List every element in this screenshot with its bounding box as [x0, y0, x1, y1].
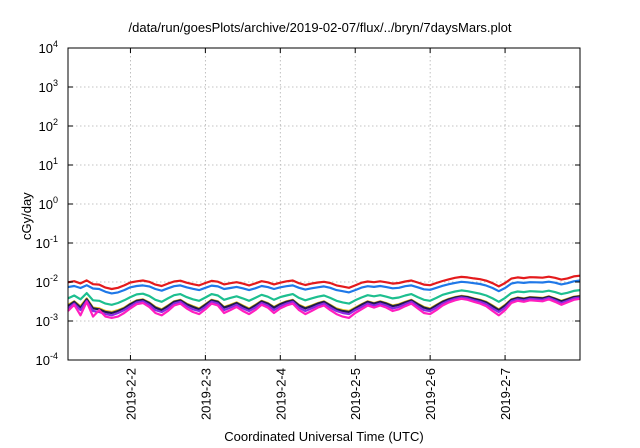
axes: 10-4 10-3 10-2 10-1 100 101 102 103 104 2019-2-2 2…	[36, 39, 580, 420]
series-line-6	[67, 296, 581, 317]
y-tick-label: 100	[39, 195, 58, 212]
series-line-1	[67, 274, 581, 291]
x-tick-label: 2019-2-2	[123, 368, 138, 420]
y-axis-label: cGy/day	[19, 192, 34, 240]
x-axis-label: Coordinated Universal Time (UTC)	[224, 429, 424, 444]
y-tick-label: 104	[39, 39, 58, 56]
y-tick-label: 10-4	[36, 351, 58, 368]
x-tick-label: 2019-2-4	[273, 368, 288, 420]
y-tick-label: 10-2	[36, 273, 58, 290]
y-tick-label: 102	[39, 117, 58, 134]
series-line-7	[67, 297, 581, 319]
grid	[68, 48, 580, 360]
series-line-2	[67, 279, 581, 295]
x-tick-label: 2019-2-7	[498, 368, 513, 420]
chart-title: /data/run/goesPlots/archive/2019-02-07/f…	[128, 20, 512, 35]
y-tick-label: 10-1	[36, 234, 58, 251]
series-lines	[67, 274, 581, 319]
x-tick-label: 2019-2-3	[198, 368, 213, 420]
x-tick-label: 2019-2-5	[348, 368, 363, 420]
x-tick-label: 2019-2-6	[423, 368, 438, 420]
series-line-3	[67, 289, 581, 306]
y-tick-label: 10-3	[36, 312, 58, 329]
series-line-5	[67, 295, 581, 315]
y-tick-label: 101	[39, 156, 58, 173]
y-tick-label: 103	[39, 78, 58, 95]
